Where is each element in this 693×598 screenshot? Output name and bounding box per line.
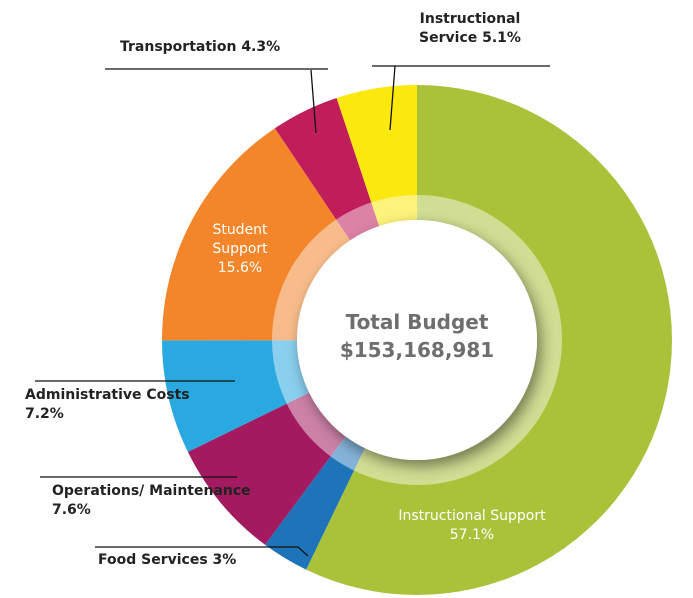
- center-title: Total Budget: [345, 310, 489, 334]
- value-label: 4.3%: [241, 39, 281, 55]
- slice: [336, 85, 417, 227]
- slice: [162, 128, 351, 341]
- inner-ring: [272, 195, 562, 485]
- slice-label: Student Support 15.6%: [190, 221, 290, 278]
- slice: [265, 436, 365, 570]
- value-label: 7.2%: [25, 406, 64, 422]
- slice-label: Transportation 4.3%: [120, 38, 320, 57]
- value-label: 3%: [212, 552, 237, 568]
- slice-label: Administrative Costs 7.2%: [25, 386, 225, 424]
- category-name: Instructional Support: [398, 508, 546, 524]
- category-name: Operations/ Maintenance: [52, 483, 251, 499]
- category-name: Food Services: [98, 552, 208, 568]
- leader-line: [389, 65, 396, 131]
- slice-label: Operations/ Maintenance 7.6%: [52, 482, 252, 520]
- category-name: Student Support: [212, 222, 268, 257]
- center-label: Total Budget $153,168,981: [297, 308, 537, 364]
- slice: [187, 392, 346, 545]
- slice-label: Food Services 3%: [98, 551, 298, 570]
- slice-label: Instructional Support 57.1%: [347, 507, 597, 545]
- center-value: $153,168,981: [339, 338, 495, 362]
- leader-line: [310, 69, 317, 134]
- value-label: 15.6%: [217, 260, 263, 276]
- value-label: 57.1%: [449, 527, 495, 543]
- leader-line: [297, 546, 309, 557]
- slice: [274, 98, 380, 241]
- value-label: 7.6%: [52, 502, 91, 518]
- category-name: Administrative Costs: [25, 387, 190, 403]
- value-label: 5.1%: [482, 30, 521, 46]
- slice-label: Instructional Service 5.1%: [400, 10, 540, 48]
- category-name: Transportation: [120, 39, 237, 55]
- center-disc: [297, 220, 537, 460]
- category-name: Instructional Service: [419, 11, 521, 46]
- slice: [162, 340, 310, 452]
- slice: [306, 85, 672, 595]
